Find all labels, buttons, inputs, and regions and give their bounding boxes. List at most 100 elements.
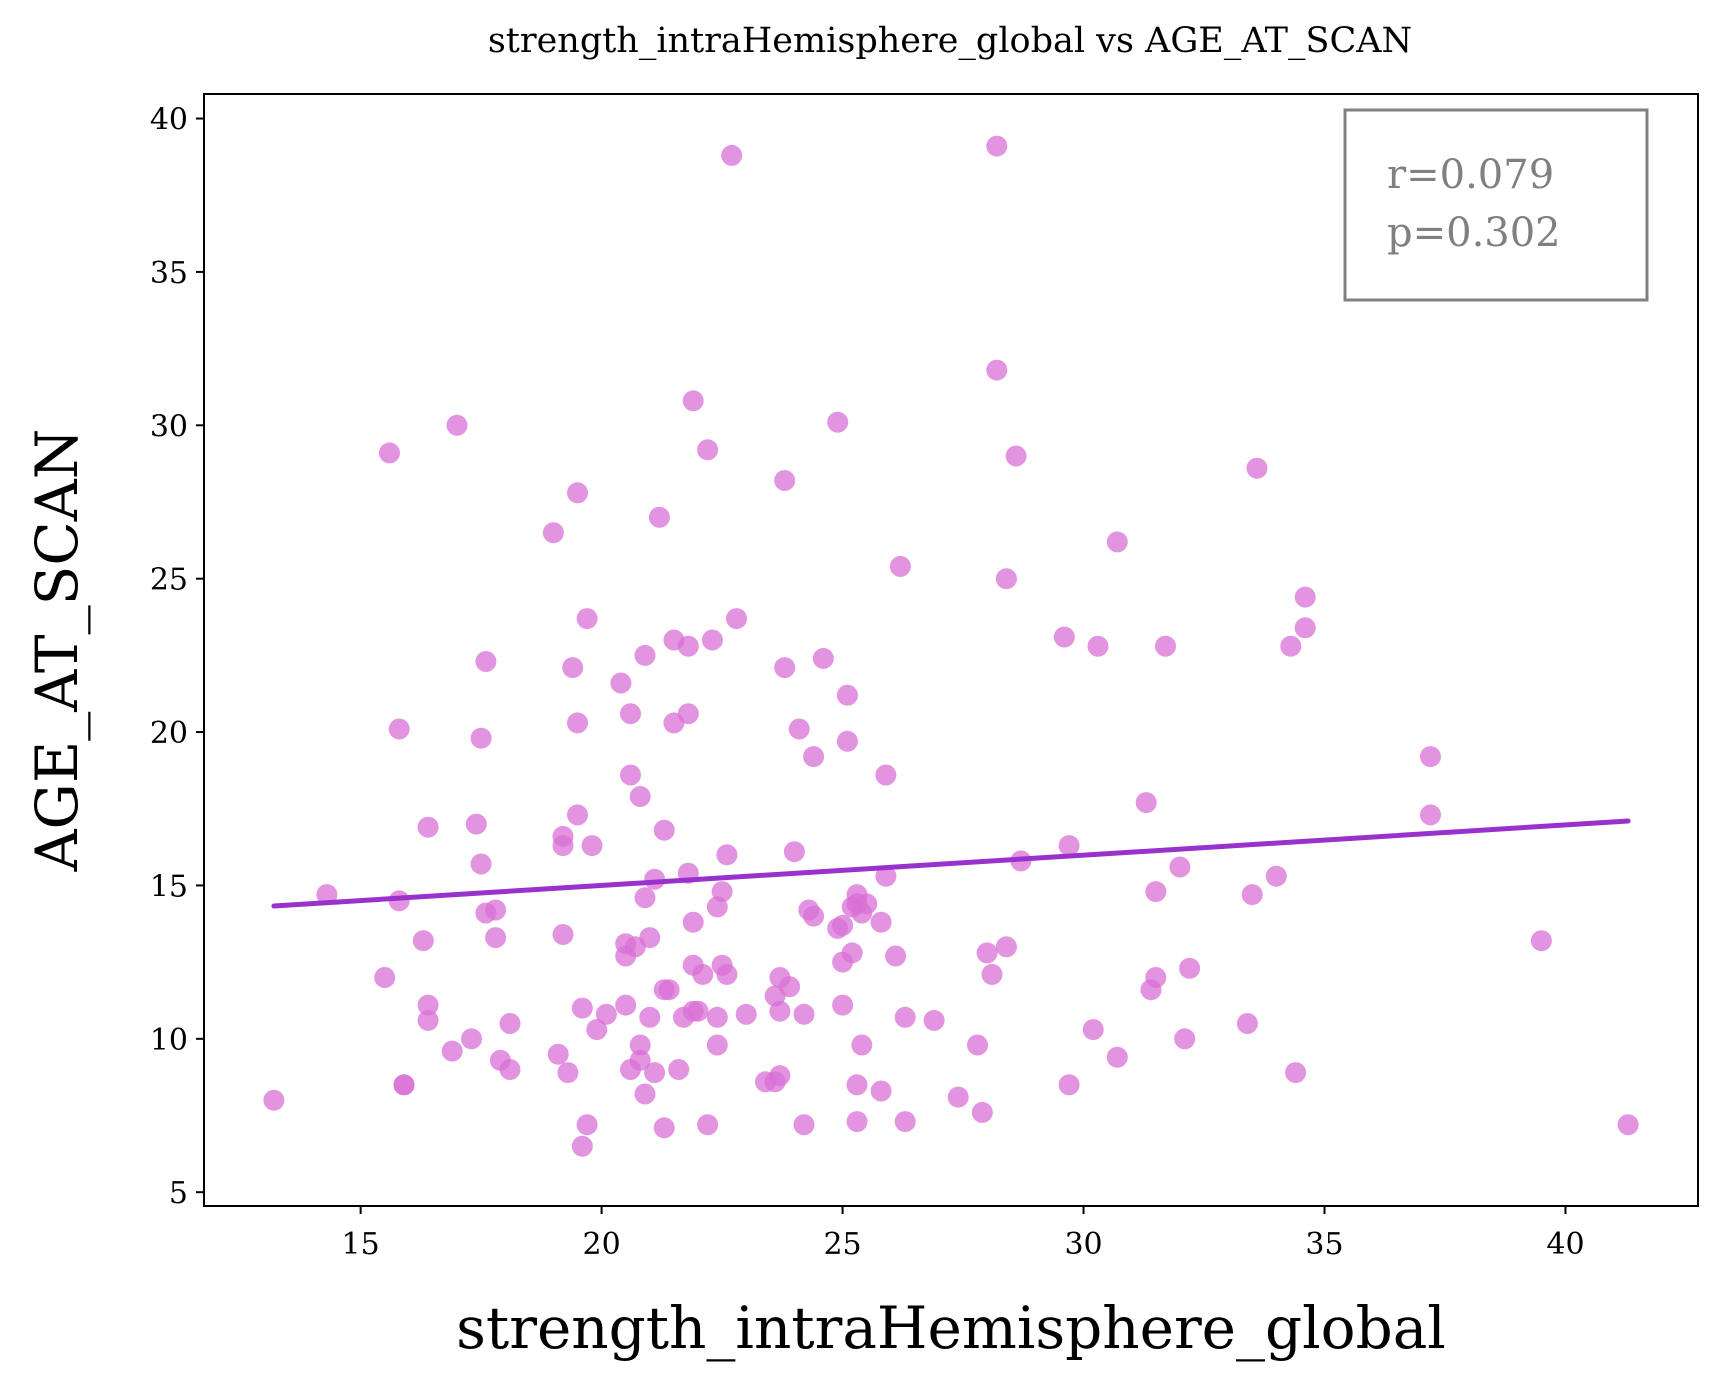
y-tick-label: 15 [150,869,188,904]
data-point [783,841,805,863]
data-point [716,844,738,866]
data-point [706,1006,728,1028]
data-point [374,967,396,988]
data-point [1236,1013,1258,1034]
data-point [1294,586,1316,608]
data-point [470,853,492,875]
data-point [379,442,400,464]
data-point [793,1114,815,1136]
data-point [1058,1074,1080,1096]
data-point [581,835,603,857]
data-point [620,764,641,786]
data-point [692,963,714,985]
data-point [1617,1114,1639,1136]
x-tick-label: 35 [1305,1227,1343,1262]
y-tick-label: 40 [150,103,188,138]
data-point [576,608,598,630]
data-point [653,819,675,841]
data-point [610,672,632,694]
x-tick-label: 40 [1546,1227,1584,1262]
data-point [1106,531,1128,553]
regression-line-layer [271,818,1631,909]
data-point [557,1062,579,1084]
y-tick-label: 20 [150,716,188,751]
data-point [1265,865,1287,887]
chart-title: strength_intraHemisphere_global vs AGE_A… [488,21,1412,61]
data-point [971,1101,993,1123]
data-point [923,1009,945,1031]
x-tick-label: 25 [823,1227,861,1262]
data-point [832,994,854,1016]
data-point [827,411,849,433]
data-point [475,651,497,672]
data-point [485,927,507,949]
data-point [846,1111,868,1133]
stats-p-value: p=0.302 [1387,210,1561,256]
data-point [595,1003,617,1025]
data-point [981,963,1003,985]
data-point [412,930,434,952]
data-point [841,942,863,964]
data-point [1241,884,1263,906]
data-point [644,1062,666,1084]
data-point [682,911,704,933]
data-point [885,945,907,967]
data-point [889,555,911,577]
data-point [470,727,492,749]
data-point [441,1040,463,1062]
data-point [1179,957,1201,979]
regression-line [271,818,1631,909]
data-point [1294,617,1316,639]
x-axis-title: strength_intraHemisphere_global [456,1294,1446,1362]
data-point [1106,1046,1128,1068]
data-point [986,135,1008,157]
data-point [832,914,854,936]
data-point [976,942,998,964]
data-point [393,1074,415,1096]
data-point [499,1059,521,1080]
x-axis-ticks: 15 20 25 30 35 40 [342,1206,1585,1262]
data-point [812,647,834,669]
data-point [542,522,564,544]
data-point [1280,635,1302,657]
data-point [417,816,439,838]
data-point [634,1083,656,1105]
data-point [1053,626,1075,648]
data-point [1135,792,1157,814]
y-tick-label: 35 [150,256,188,291]
data-point [894,1006,916,1028]
data-point [851,1034,873,1056]
data-point [846,1074,868,1096]
data-point [1174,1028,1196,1050]
data-point [615,994,637,1016]
data-point [1169,856,1191,878]
data-point [1145,881,1167,903]
x-tick-label: 15 [342,1227,380,1262]
data-point [552,835,574,857]
data-point [986,359,1008,381]
data-point [1420,746,1441,768]
data-point [634,644,656,666]
data-point [697,439,719,461]
data-point [697,1114,719,1136]
data-point [552,924,574,945]
data-point [779,976,801,998]
data-point [634,887,656,909]
data-point [682,390,704,412]
data-point [668,1059,690,1080]
data-point [774,470,796,491]
data-point [562,657,584,679]
data-point [1246,457,1268,479]
data-point [677,703,699,725]
data-point [995,568,1017,590]
data-point [567,804,588,826]
data-point [620,703,641,725]
data-point [567,712,588,734]
data-point [653,1117,675,1139]
data-point [701,629,723,651]
plot-area-frame [203,93,1699,1207]
data-point [388,718,410,740]
data-point [571,1135,593,1157]
data-point [793,1003,815,1025]
